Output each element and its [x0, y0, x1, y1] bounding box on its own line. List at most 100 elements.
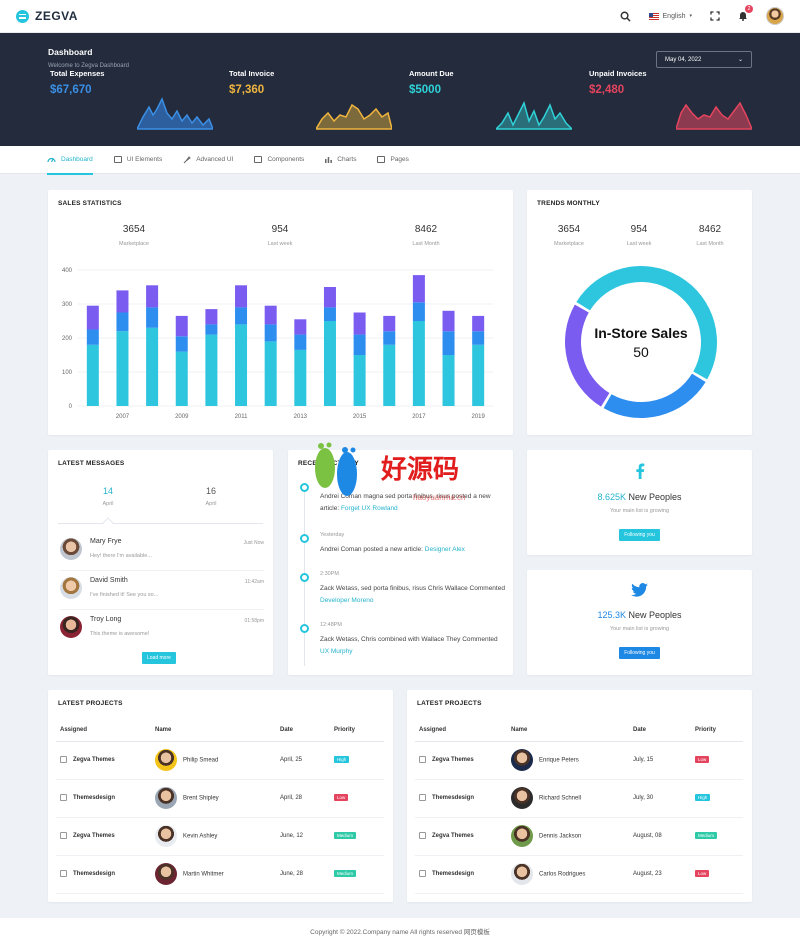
- table-row[interactable]: Themesdesign Richard Schnell July, 30 High: [415, 779, 743, 818]
- kpi-marketplace: 3654 Marketplace: [94, 224, 174, 247]
- table-row[interactable]: Zegva Themes Kevin Ashley June, 12 Medium: [56, 817, 384, 856]
- load-more-button[interactable]: Load more: [142, 652, 176, 664]
- following-button[interactable]: Following you: [619, 647, 660, 659]
- activity-link[interactable]: UX Murphy: [320, 648, 353, 655]
- activity-link[interactable]: Designer Alex: [424, 546, 465, 553]
- main-navigation: Dashboard UI Elements Advanced UI Compon…: [0, 146, 800, 175]
- y-tick-label: 200: [62, 336, 73, 342]
- stat-total-expenses: Total Expenses $67,670: [50, 69, 104, 96]
- table-row[interactable]: Themesdesign Martin Whitmer June, 28 Medium: [56, 855, 384, 894]
- row-checkbox[interactable]: [60, 794, 67, 802]
- column-header: Assigned: [415, 719, 507, 742]
- assigned-cell: Themesdesign: [415, 855, 507, 894]
- bar-segment: [383, 344, 396, 406]
- message-item[interactable]: Mary Frye Hey! there I'm available... Ju…: [60, 538, 264, 572]
- logo[interactable]: ZEGVA: [16, 9, 78, 23]
- priority-badge: Medium: [334, 870, 357, 877]
- copyright-text: Copyright © 2022.Company name All rights…: [310, 929, 490, 936]
- stat-value: $67,670: [50, 84, 92, 96]
- date-cell: June, 28: [276, 855, 330, 894]
- assigned-cell: Themesdesign: [56, 779, 151, 818]
- kpi-label: Last week: [626, 241, 652, 247]
- row-checkbox[interactable]: [419, 756, 426, 764]
- trends-monthly-card: TRENDS MONTHLY 3654 Marketplace 954 Last…: [527, 190, 752, 435]
- sparkline-amount-due: [496, 100, 572, 130]
- sparkline-expenses: [137, 97, 213, 130]
- activity-link[interactable]: Forget UX Rowland: [340, 505, 398, 512]
- card-title: TRENDS MONTHLY: [537, 200, 600, 207]
- page-title: Dashboard: [48, 47, 93, 57]
- row-checkbox[interactable]: [60, 756, 67, 764]
- row-checkbox[interactable]: [419, 832, 426, 840]
- stat-label: Total Invoice: [229, 69, 275, 78]
- notifications-button[interactable]: 2: [738, 4, 753, 23]
- nav-dashboard[interactable]: Dashboard: [47, 146, 93, 175]
- table-row[interactable]: Zegva Themes Dennis Jackson August, 08 Medi…: [415, 817, 743, 856]
- message-item[interactable]: David Smith I've finished it! See you so…: [60, 577, 264, 611]
- projects-table: Assigned Name Date Priority Zegva Themes…: [56, 719, 384, 894]
- app-name: ZEGVA: [35, 9, 78, 23]
- nav-charts[interactable]: Charts: [325, 146, 356, 174]
- message-item[interactable]: Troy Long This theme is awesome! 01:58pm: [60, 616, 264, 650]
- nav-components[interactable]: Components: [254, 146, 304, 174]
- date-tab[interactable]: 16 April: [191, 486, 231, 507]
- social-subtitle: Your main list is growing: [609, 508, 670, 514]
- user-avatar[interactable]: [766, 7, 784, 25]
- bar-segment: [442, 355, 455, 406]
- column-header: Assigned: [56, 719, 151, 742]
- bar-segment: [353, 334, 366, 355]
- date-value: May 04, 2022: [665, 56, 702, 63]
- bar-segment: [294, 349, 307, 406]
- activity-link[interactable]: Developer Moreno: [320, 597, 374, 604]
- tab-day: 14: [102, 486, 113, 496]
- row-checkbox[interactable]: [60, 832, 67, 840]
- facebook-stats-card: 8.625K New Peoples Your main list is gro…: [527, 450, 752, 555]
- bar-segment: [235, 324, 248, 406]
- bar-segment: [294, 319, 307, 335]
- table-row[interactable]: Themesdesign Brent Shipley April, 28 Low: [56, 779, 384, 818]
- grid-icon: [254, 156, 263, 163]
- kpi-marketplace: 3654 Marketplace: [529, 224, 609, 247]
- social-subtitle: Your main list is growing: [609, 626, 670, 632]
- table-row[interactable]: Zegva Themes Philip Smead April, 25 High: [56, 741, 384, 780]
- nav-advanced-ui[interactable]: Advanced UI: [183, 146, 233, 174]
- row-checkbox[interactable]: [60, 870, 67, 878]
- fullscreen-icon[interactable]: [710, 11, 720, 21]
- bar-segment: [205, 334, 218, 406]
- row-checkbox[interactable]: [419, 794, 426, 802]
- kpi-last-week: 954 Last week: [599, 224, 679, 247]
- message-sender: David Smith: [90, 577, 128, 584]
- date-cell: August, 23: [629, 855, 691, 894]
- person-name: Dennis Jackson: [539, 833, 582, 840]
- language-selector[interactable]: English ▾: [648, 12, 692, 20]
- following-button[interactable]: Following you: [619, 529, 660, 541]
- nav-label: Components: [267, 156, 305, 163]
- bar-segment: [235, 285, 248, 308]
- x-tick-label: 2011: [235, 414, 249, 420]
- watermark-text: 好源码: [380, 455, 459, 485]
- y-tick-label: 100: [62, 370, 73, 376]
- assigned-text: Zegva Themes: [73, 757, 115, 764]
- card-title: SALES STATISTICS: [58, 200, 122, 207]
- assigned-cell: Zegva Themes: [415, 741, 507, 780]
- priority-badge: High: [695, 794, 711, 801]
- message-time: 01:58pm: [244, 618, 264, 624]
- column-header: Date: [629, 719, 691, 742]
- table-row[interactable]: Themesdesign Carlos Rodrigues August, 23 Lo…: [415, 855, 743, 894]
- search-icon[interactable]: [620, 11, 631, 22]
- nav-ui-elements[interactable]: UI Elements: [113, 146, 162, 174]
- assigned-cell: Themesdesign: [56, 855, 151, 894]
- assigned-cell: Zegva Themes: [415, 817, 507, 856]
- priority-cell: Low: [691, 855, 743, 894]
- date-cell: April, 25: [276, 741, 330, 780]
- nav-pages[interactable]: Pages: [377, 146, 409, 174]
- date-tab-active[interactable]: 14 April: [88, 486, 128, 507]
- sales-statistics-card: SALES STATISTICS 3654 Marketplace 954 La…: [48, 190, 513, 435]
- name-cell: Richard Schnell: [507, 779, 629, 818]
- date-cell: July, 15: [629, 741, 691, 780]
- message-time: Just Now: [243, 540, 264, 546]
- date-picker[interactable]: May 04, 2022 ⌄: [656, 51, 752, 68]
- divider: [60, 570, 264, 571]
- row-checkbox[interactable]: [419, 870, 426, 878]
- table-row[interactable]: Zegva Themes Enrique Peters July, 15 Low: [415, 741, 743, 780]
